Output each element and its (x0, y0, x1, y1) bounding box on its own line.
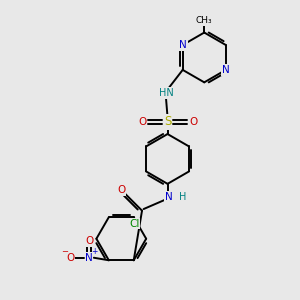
Text: N: N (222, 65, 230, 75)
Text: N: N (85, 253, 93, 263)
Text: O: O (85, 236, 93, 246)
Text: O: O (138, 117, 146, 127)
Text: +: + (92, 248, 98, 256)
Text: O: O (66, 253, 75, 263)
Text: CH₃: CH₃ (196, 16, 213, 25)
Text: O: O (117, 185, 125, 195)
Text: N: N (165, 192, 173, 202)
Text: O: O (189, 117, 197, 127)
Text: N: N (179, 40, 187, 50)
Text: S: S (164, 116, 171, 128)
Text: HN: HN (159, 88, 173, 98)
Text: −: − (61, 248, 68, 256)
Text: H: H (179, 192, 187, 202)
Text: Cl: Cl (129, 218, 140, 229)
